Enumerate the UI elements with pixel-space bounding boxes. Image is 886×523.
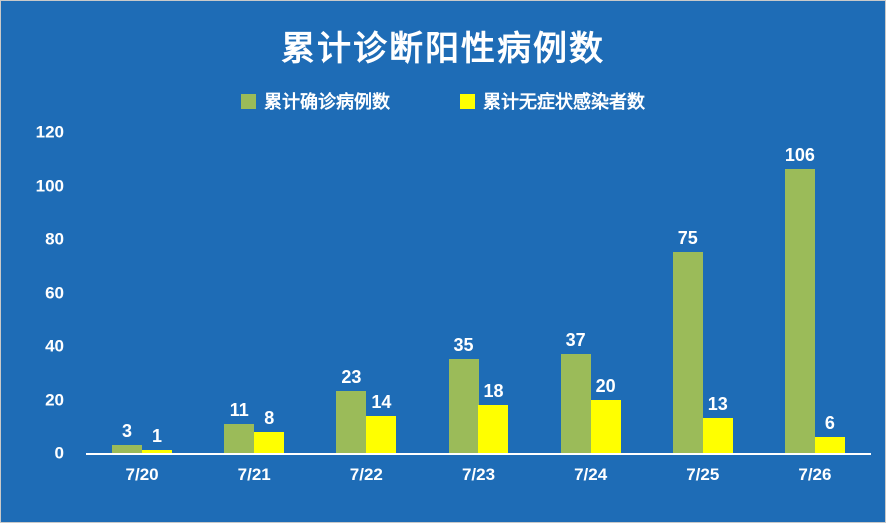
chart-title: 累计诊断阳性病例数	[281, 30, 605, 68]
legend-swatch-confirmed-icon	[241, 93, 256, 109]
bar-asymptomatic	[590, 399, 621, 453]
bar-value-label: 106	[784, 145, 815, 166]
bar-value-label: 14	[371, 391, 392, 412]
bar-asymptomatic	[254, 431, 285, 453]
bar-value-label: 11	[229, 399, 249, 420]
x-axis-label: 7/22	[349, 465, 383, 484]
y-axis: 0 20 40 60 80 100 120	[1, 124, 76, 462]
legend-label-asymptomatic: 累计无症状感染者数	[483, 92, 645, 112]
bar-value-label: 1	[152, 426, 163, 447]
bar-value-label: 37	[565, 330, 586, 351]
y-tick-label: 80	[45, 229, 64, 249]
bar-value-label: 20	[595, 375, 616, 396]
bar-confirmed	[112, 444, 143, 453]
y-tick-label: 100	[35, 176, 64, 195]
bar-asymptomatic	[478, 404, 509, 453]
y-tick-label: 60	[45, 283, 64, 302]
legend: 累计确诊病例数 累计无症状感染者数	[1, 88, 885, 114]
bar-confirmed	[784, 169, 815, 453]
bar-value-label: 35	[453, 335, 474, 356]
legend-item-asymptomatic: 累计无症状感染者数	[460, 88, 645, 114]
legend-swatch-asymptomatic-icon	[460, 93, 475, 109]
bar-confirmed	[560, 354, 591, 453]
bar-asymptomatic	[814, 436, 845, 453]
x-axis-label: 7/20	[125, 465, 159, 484]
bar-value-label: 18	[483, 380, 504, 401]
bar-confirmed	[224, 423, 255, 453]
bar-group: 23 14 7/22	[310, 132, 422, 484]
bar-value-label: 23	[341, 367, 362, 388]
y-tick-label: 40	[45, 336, 64, 356]
legend-item-confirmed: 累计确诊病例数	[241, 88, 390, 114]
bar-group: 11 8 7/21	[198, 132, 310, 484]
y-tick-label: 0	[54, 443, 64, 463]
bar-asymptomatic	[142, 450, 173, 453]
x-axis-label: 7/25	[686, 465, 720, 484]
bar-value-label: 6	[824, 412, 835, 433]
bar-group: 106 6 7/26	[759, 132, 871, 484]
bar-group: 35 18 7/23	[422, 132, 534, 484]
bar-group: 3 1 7/20	[86, 132, 198, 484]
bar-confirmed	[672, 252, 703, 453]
x-axis-label: 7/26	[798, 465, 832, 484]
bar-group: 75 13 7/25	[647, 132, 759, 484]
bar-value-label: 13	[707, 394, 728, 415]
bar-value-label: 75	[677, 228, 698, 249]
x-axis-label: 7/24	[574, 465, 608, 484]
legend-label-confirmed: 累计确诊病例数	[264, 92, 390, 112]
x-axis-label: 7/21	[237, 465, 271, 484]
bar-group: 37 20 7/24	[535, 132, 647, 484]
bar-asymptomatic	[366, 415, 397, 453]
plot-area: 3 1 7/20 11 8 7/21 23 14 7/22 35 18 7/23 37 20 7/24 75 1…	[86, 132, 871, 484]
bar-asymptomatic	[702, 418, 733, 453]
bar-value-label: 3	[122, 420, 133, 441]
x-axis-label: 7/23	[461, 465, 496, 484]
bar-confirmed	[448, 359, 479, 453]
bar-confirmed	[336, 391, 367, 453]
bar-value-label: 8	[264, 407, 275, 428]
y-tick-label: 20	[45, 390, 64, 409]
y-tick-label: 120	[35, 122, 64, 142]
